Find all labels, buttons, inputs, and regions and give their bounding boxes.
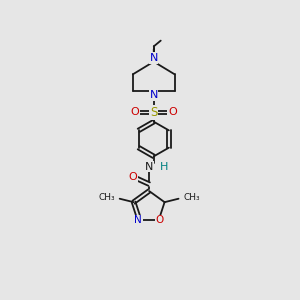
Text: O: O [156, 215, 164, 225]
Text: CH₃: CH₃ [98, 193, 115, 202]
Text: N: N [150, 90, 158, 100]
Text: CH₃: CH₃ [183, 193, 200, 202]
Text: N: N [134, 215, 142, 225]
Text: O: O [168, 107, 177, 118]
Text: N: N [150, 53, 158, 63]
Text: O: O [128, 172, 137, 182]
Text: S: S [150, 106, 158, 119]
Text: N: N [145, 162, 153, 172]
Text: O: O [131, 107, 140, 118]
Text: H: H [160, 162, 168, 172]
